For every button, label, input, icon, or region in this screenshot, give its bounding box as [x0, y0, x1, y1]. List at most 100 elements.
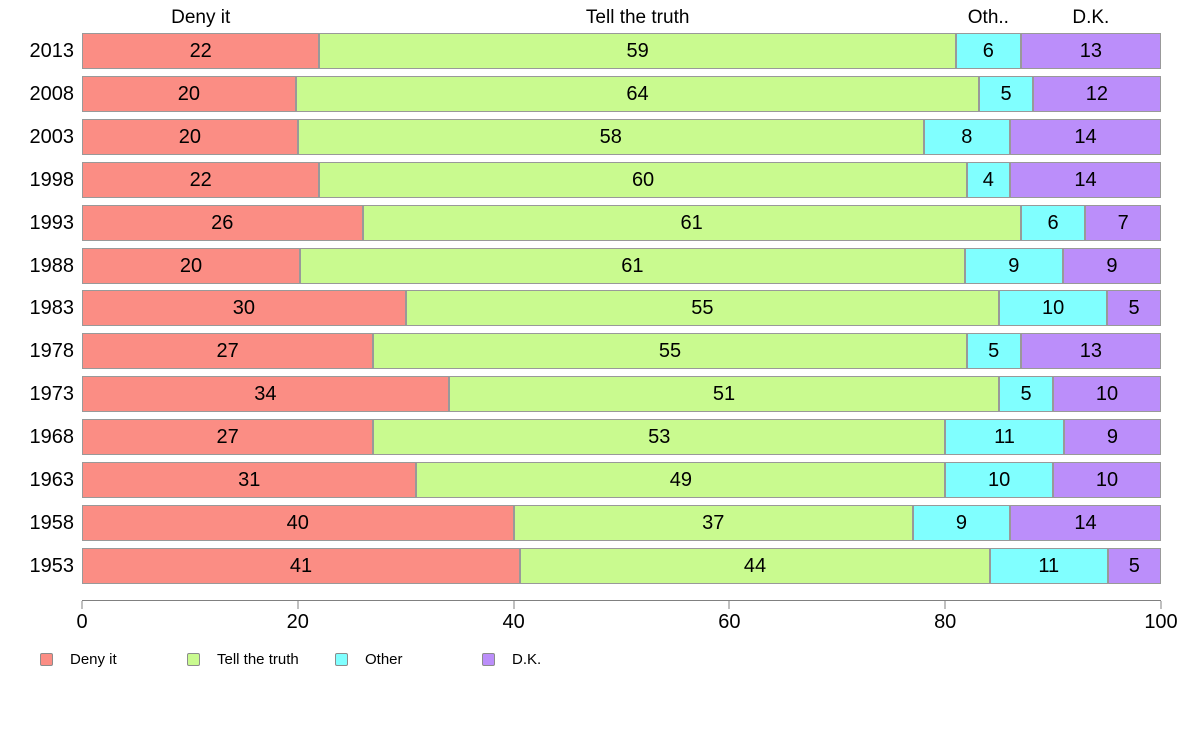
bar-value-label: 9: [955, 511, 967, 534]
bar-segment-tell-the-truth: 64: [295, 76, 980, 112]
bar-value-label: 13: [1079, 39, 1102, 62]
bar-segment-tell-the-truth: 55: [373, 333, 967, 369]
bar-value-label: 13: [1079, 339, 1102, 362]
bar-segment-tell-the-truth: 58: [297, 119, 924, 155]
year-label: 1988: [29, 254, 75, 277]
x-axis-tick-label: 80: [934, 611, 957, 633]
bar-segment-d-k: 9: [1063, 419, 1161, 455]
legend-swatch-tell-the-truth: [187, 653, 200, 666]
bar-row-1988: 1988 20 61 9 9: [30, 248, 1161, 284]
bar-segment-other: 11: [990, 548, 1108, 584]
bar-value-label: 4: [982, 168, 994, 191]
bar-value-label: 20: [179, 254, 203, 277]
bar-value-label: 51: [712, 382, 736, 405]
bar-segment-d-k: 10: [1053, 462, 1161, 498]
bar-segment-other: 5: [979, 76, 1033, 112]
bar-value-label: 41: [289, 554, 313, 577]
year-label: 1983: [29, 296, 75, 319]
bar-value-label: 6: [1047, 211, 1059, 234]
legend-label: D.K.: [512, 651, 542, 668]
bar-value-label: 7: [1117, 211, 1129, 234]
bar-track: 20 58 8 14: [82, 119, 1161, 155]
bar-segment-other: 9: [964, 248, 1063, 284]
column-header-d-k: D.K.: [1072, 7, 1110, 28]
bar-value-label: 22: [189, 168, 212, 191]
bar-row-1953: 1953 41 44 11 5: [30, 548, 1161, 584]
bar-value-label: 20: [177, 82, 200, 105]
x-axis: 0 20 40 60 80 100: [76, 600, 1178, 637]
bar-track: 20 61 9 9: [82, 248, 1161, 284]
year-label: 1953: [29, 554, 75, 577]
year-label: 1968: [29, 425, 75, 448]
year-label: 2013: [29, 39, 75, 62]
bar-segment-tell-the-truth: 61: [362, 205, 1021, 241]
bar-segment-deny-it: 31: [82, 462, 417, 498]
bar-segment-tell-the-truth: 61: [299, 248, 965, 284]
bar-value-label: 58: [599, 125, 622, 148]
bar-value-label: 40: [286, 511, 309, 534]
x-axis-tick: [1160, 601, 1162, 609]
bar-value-label: 8: [961, 125, 973, 148]
bar-segment-tell-the-truth: 37: [513, 505, 913, 541]
bar-value-label: 11: [994, 425, 1015, 448]
bar-segment-d-k: 13: [1020, 333, 1161, 369]
x-axis-tick-label: 20: [286, 611, 309, 633]
bar-value-label: 14: [1074, 168, 1097, 191]
bar-value-label: 6: [982, 39, 994, 62]
year-label: 1998: [29, 168, 75, 191]
bar-track: 27 53 11 9: [82, 419, 1161, 455]
bar-value-label: 14: [1074, 511, 1097, 534]
bar-row-1983: 1983 30 55 10 5: [30, 290, 1161, 326]
column-header-row: Deny it Tell the truth Oth.. D.K.: [82, 6, 1161, 30]
bar-value-label: 9: [1008, 254, 1020, 277]
bar-segment-tell-the-truth: 51: [448, 376, 1000, 412]
bar-segment-other: 5: [999, 376, 1054, 412]
year-label: 2003: [29, 125, 75, 148]
bar-value-label: 26: [211, 211, 234, 234]
bar-row-1958: 1958 40 37 9 14: [30, 505, 1161, 541]
bar-segment-tell-the-truth: 44: [520, 548, 991, 584]
bar-segment-other: 10: [999, 290, 1108, 326]
bar-row-1968: 1968 27 53 11 9: [30, 419, 1161, 455]
bar-segment-deny-it: 27: [82, 333, 374, 369]
bar-row-1973: 1973 34 51 5 10: [30, 376, 1161, 412]
bar-segment-deny-it: 22: [82, 33, 320, 69]
bar-value-label: 9: [1106, 425, 1118, 448]
x-axis-tick: [297, 601, 299, 609]
x-axis-tick: [513, 601, 515, 609]
legend-item-tell-the-truth: Tell the truth: [187, 651, 299, 668]
bar-row-1993: 1993 26 61 6 7: [30, 205, 1161, 241]
bar-value-label: 61: [680, 211, 703, 234]
bar-segment-tell-the-truth: 60: [319, 162, 967, 198]
bar-value-label: 30: [232, 296, 255, 319]
bar-value-label: 10: [1041, 296, 1065, 319]
bar-segment-d-k: 7: [1085, 205, 1161, 241]
bar-value-label: 12: [1085, 82, 1109, 105]
bar-value-label: 49: [669, 468, 692, 491]
bar-value-label: 34: [254, 382, 277, 405]
column-header-other: Oth..: [967, 7, 1009, 28]
bar-value-label: 53: [648, 425, 671, 448]
column-header-tell-the-truth: Tell the truth: [585, 7, 690, 28]
bar-value-label: 20: [178, 125, 202, 148]
bar-segment-deny-it: 27: [82, 419, 374, 455]
bar-segment-tell-the-truth: 49: [416, 462, 946, 498]
bar-value-label: 22: [189, 39, 212, 62]
bar-segment-d-k: 10: [1053, 376, 1161, 412]
x-axis-tick: [728, 601, 730, 609]
bar-segment-deny-it: 20: [82, 119, 298, 155]
legend-item-deny-it: Deny it: [40, 651, 117, 668]
bar-value-label: 5: [1000, 82, 1012, 105]
bar-value-label: 10: [1095, 382, 1119, 405]
bar-track: 34 51 5 10: [82, 376, 1161, 412]
bar-value-label: 55: [691, 296, 714, 319]
bar-row-2003: 2003 20 58 8 14: [30, 119, 1161, 155]
bar-segment-other: 10: [945, 462, 1054, 498]
bar-segment-tell-the-truth: 55: [405, 290, 1000, 326]
bar-row-2013: 2013 22 59 6 13: [30, 33, 1161, 69]
bar-value-label: 5: [1020, 382, 1032, 405]
bar-track: 40 37 9 14: [82, 505, 1161, 541]
bar-value-label: 44: [743, 554, 767, 577]
bar-value-label: 14: [1074, 125, 1097, 148]
